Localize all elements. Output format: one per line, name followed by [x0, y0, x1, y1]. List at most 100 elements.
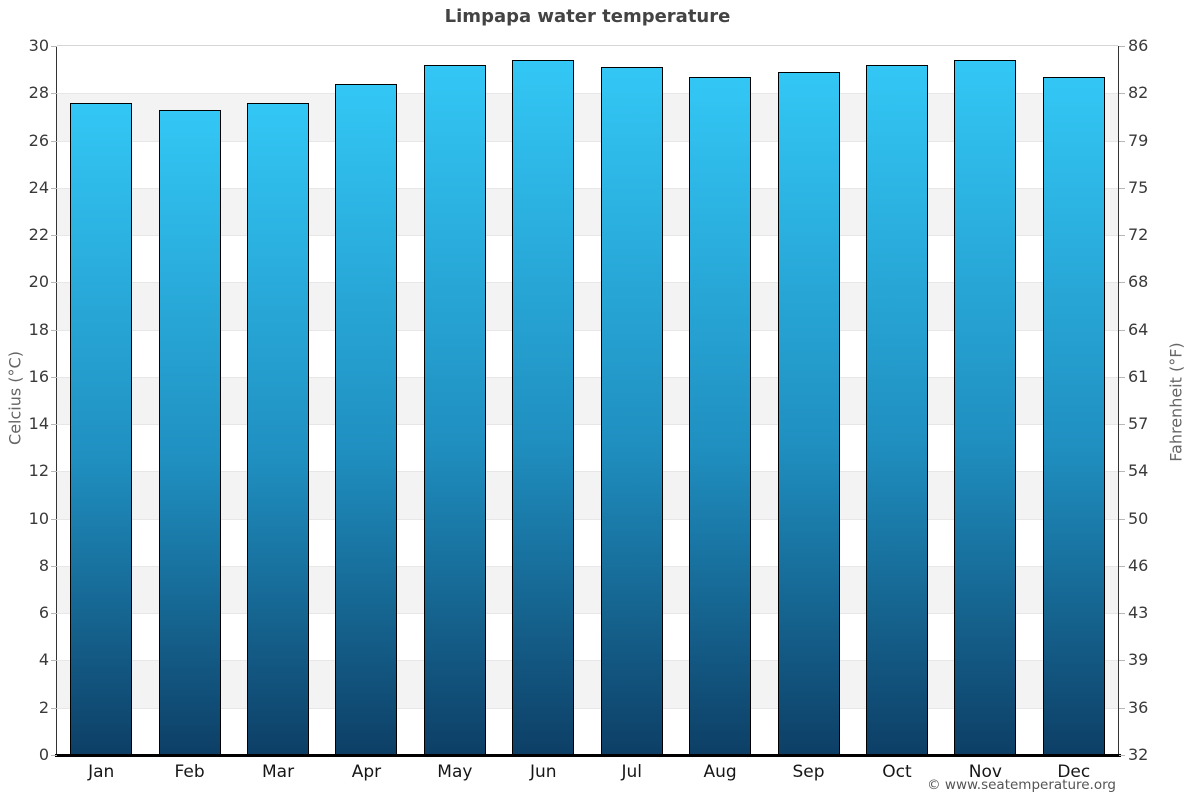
plot-band [57, 329, 1118, 377]
celsius-tick-mark [51, 93, 57, 95]
month-label-jan: Jan [88, 762, 115, 782]
celsius-axis-line [56, 46, 57, 755]
plot-band [57, 187, 1118, 236]
month-label-nov: Nov [968, 762, 1002, 782]
fahrenheit-tick-mark [1119, 565, 1125, 567]
celsius-tick-label: 20 [28, 272, 49, 292]
celsius-tick-label: 12 [28, 461, 49, 481]
gridline [57, 518, 1118, 520]
celsius-tick-label: 28 [28, 83, 49, 103]
plot-top-border [57, 45, 1118, 46]
fahrenheit-tick-mark [1119, 235, 1125, 237]
temperature-bar-jun [512, 60, 575, 755]
chart-title: Limpapa water temperature [444, 6, 731, 27]
celsius-tick-mark [51, 613, 57, 615]
celsius-tick-label: 8 [38, 555, 49, 575]
fahrenheit-tick-mark [1119, 187, 1125, 189]
gridline [57, 471, 1118, 473]
celsius-tick-mark [51, 187, 57, 189]
fahrenheit-tick-mark [1119, 93, 1125, 95]
copyright: © www.seatemperature.org [927, 777, 1116, 793]
fahrenheit-tick-mark [1119, 471, 1125, 473]
month-label-jun: Jun [530, 762, 557, 782]
celsius-tick-mark [51, 660, 57, 662]
gridline [57, 235, 1118, 237]
fahrenheit-tick-mark [1119, 707, 1125, 709]
temperature-bar-mar [247, 102, 310, 755]
month-label-feb: Feb [174, 762, 205, 782]
temperature-bar-nov [954, 60, 1017, 755]
fahrenheit-tick-label: 46 [1128, 555, 1149, 575]
plot-band [57, 424, 1118, 472]
gridline [57, 329, 1118, 331]
plot-band [57, 707, 1118, 755]
fahrenheit-tick-label: 54 [1128, 461, 1149, 481]
gridline [57, 282, 1118, 284]
fahrenheit-tick-label: 39 [1128, 650, 1149, 670]
month-label-sep: Sep [792, 762, 825, 782]
plot-band [57, 471, 1118, 519]
fahrenheit-tick-label: 68 [1128, 272, 1149, 292]
plot-band [57, 376, 1118, 425]
month-label-mar: Mar [261, 762, 295, 782]
month-label-apr: Apr [351, 762, 382, 782]
fahrenheit-tick-mark [1119, 376, 1125, 378]
celsius-tick-label: 24 [28, 177, 49, 197]
temperature-bar-jul [600, 67, 663, 755]
fahrenheit-tick-mark [1119, 46, 1125, 47]
plot-band [57, 613, 1118, 661]
fahrenheit-tick-label: 36 [1128, 697, 1149, 717]
month-label-aug: Aug [703, 762, 737, 782]
fahrenheit-tick-mark [1119, 518, 1125, 520]
fahrenheit-tick-label: 61 [1128, 366, 1149, 386]
celsius-tick-mark [51, 46, 57, 47]
temperature-bar-dec [1042, 76, 1105, 755]
fahrenheit-tick-mark [1119, 329, 1125, 331]
celsius-tick-mark [51, 707, 57, 709]
x-axis-line [55, 754, 1121, 757]
celsius-tick-label: 4 [38, 650, 49, 670]
celsius-tick-mark [51, 140, 57, 142]
temperature-bar-sep [777, 71, 840, 755]
temperature-bar-aug [689, 76, 752, 755]
plot-band [57, 235, 1118, 283]
plot-band [57, 46, 1118, 94]
plot-band [57, 518, 1118, 566]
celsius-tick-label: 2 [38, 697, 49, 717]
celsius-tick-mark [51, 376, 57, 378]
plot-band [57, 140, 1118, 188]
fahrenheit-axis-title: Fahrenheit (°F) [1166, 342, 1186, 462]
temperature-bar-may [423, 64, 486, 755]
celsius-tick-mark [51, 518, 57, 520]
celsius-tick-label: 6 [38, 603, 49, 623]
plot-band [57, 93, 1118, 141]
month-label-oct: Oct [882, 762, 912, 782]
temperature-bar-oct [865, 64, 928, 755]
fahrenheit-tick-mark [1119, 755, 1125, 756]
celsius-tick-label: 30 [28, 36, 49, 55]
celsius-tick-label: 10 [28, 508, 49, 528]
fahrenheit-tick-mark [1119, 613, 1125, 615]
fahrenheit-tick-label: 43 [1128, 603, 1149, 623]
fahrenheit-tick-mark [1119, 282, 1125, 284]
fahrenheit-tick-mark [1119, 660, 1125, 662]
fahrenheit-tick-label: 72 [1128, 225, 1149, 245]
celsius-tick-mark [51, 755, 57, 756]
gridline [57, 187, 1118, 189]
celsius-tick-label: 14 [28, 414, 49, 434]
gridline [57, 376, 1118, 378]
celsius-tick-mark [51, 424, 57, 426]
temperature-bar-feb [158, 109, 221, 755]
gridline [57, 613, 1118, 615]
gridline [57, 140, 1118, 142]
celsius-tick-label: 16 [28, 366, 49, 386]
celsius-tick-mark [51, 565, 57, 567]
fahrenheit-tick-mark [1119, 424, 1125, 426]
plot-band [57, 660, 1118, 708]
temperature-bar-jan [70, 102, 133, 755]
gridline [57, 424, 1118, 426]
fahrenheit-tick-label: 64 [1128, 319, 1149, 339]
fahrenheit-tick-label: 57 [1128, 414, 1149, 434]
fahrenheit-tick-label: 82 [1128, 83, 1149, 103]
